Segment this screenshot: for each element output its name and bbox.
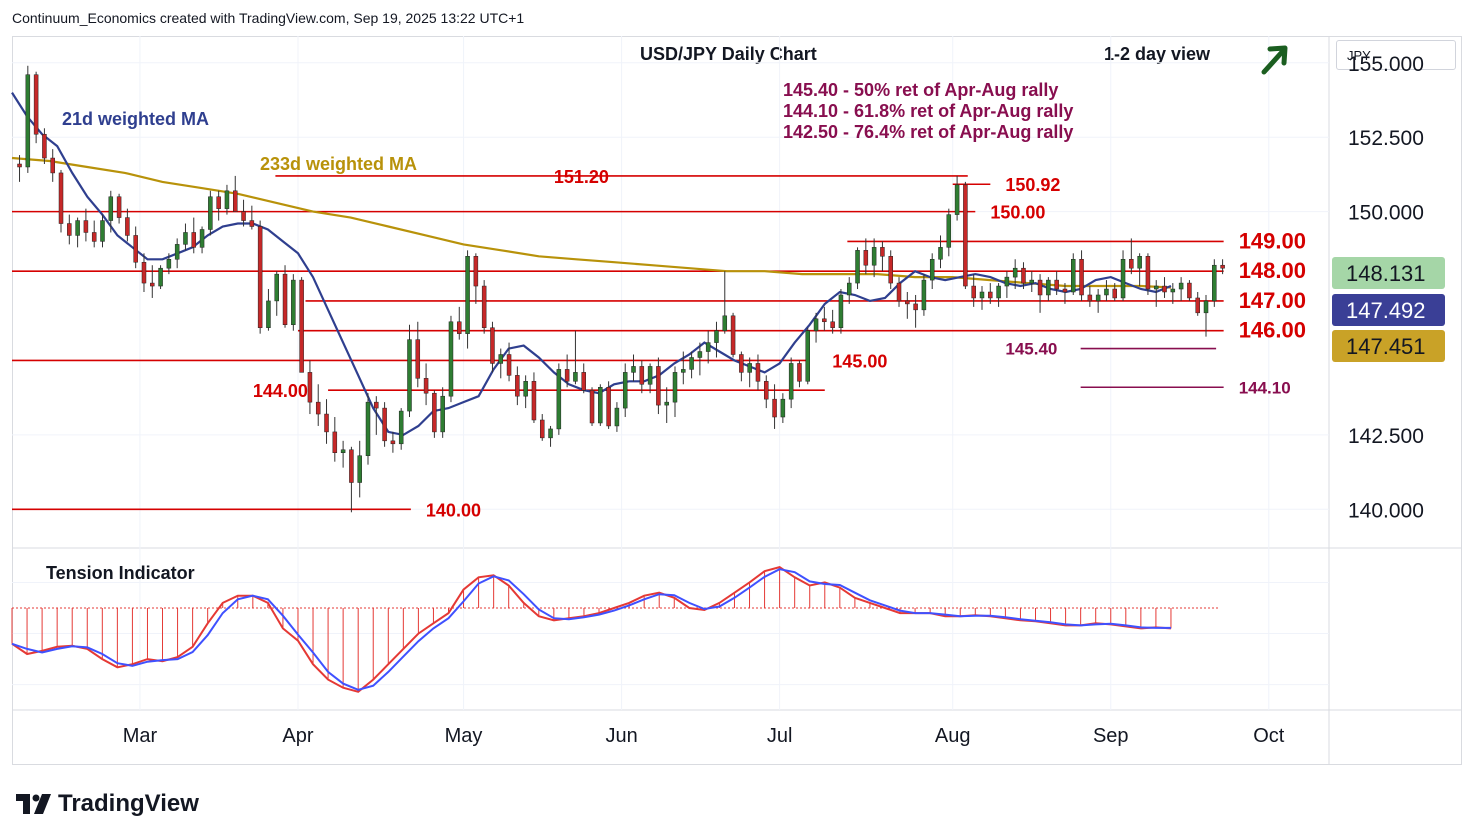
attribution-text: Continuum_Economics created with Trading… [12,10,525,26]
chart-title: USD/JPY Daily Chart [640,44,817,64]
chart-frame [12,36,1462,765]
tradingview-logo-icon [16,794,51,814]
currency-selector[interactable]: JPY [1336,40,1456,70]
tradingview-brand: TradingView [58,790,199,817]
view-label: 1-2 day view [1104,44,1211,64]
tradingview-logo[interactable]: TradingView [16,790,199,818]
